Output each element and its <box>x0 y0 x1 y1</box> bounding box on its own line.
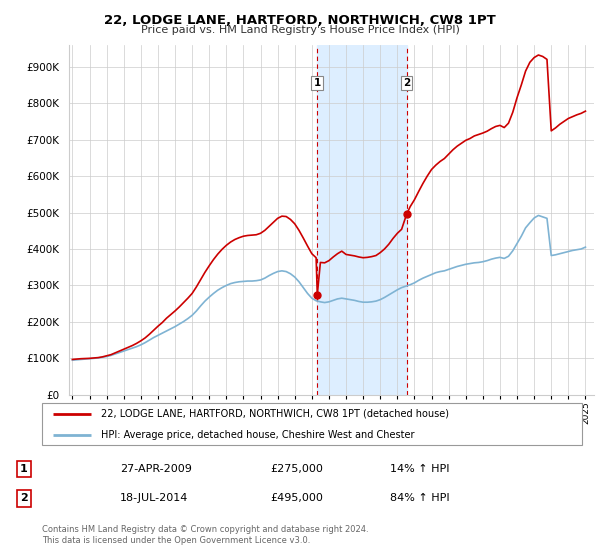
Text: Price paid vs. HM Land Registry's House Price Index (HPI): Price paid vs. HM Land Registry's House … <box>140 25 460 35</box>
Text: Contains HM Land Registry data © Crown copyright and database right 2024.
This d: Contains HM Land Registry data © Crown c… <box>42 525 368 545</box>
Text: 2: 2 <box>20 493 28 503</box>
Text: 22, LODGE LANE, HARTFORD, NORTHWICH, CW8 1PT: 22, LODGE LANE, HARTFORD, NORTHWICH, CW8… <box>104 14 496 27</box>
Text: 2: 2 <box>403 78 410 88</box>
Bar <box>317 45 407 395</box>
Text: 1: 1 <box>314 78 321 88</box>
Text: 84% ↑ HPI: 84% ↑ HPI <box>390 493 449 503</box>
Text: 14% ↑ HPI: 14% ↑ HPI <box>390 464 449 474</box>
Text: HPI: Average price, detached house, Cheshire West and Chester: HPI: Average price, detached house, Ches… <box>101 430 415 440</box>
Text: 22, LODGE LANE, HARTFORD, NORTHWICH, CW8 1PT (detached house): 22, LODGE LANE, HARTFORD, NORTHWICH, CW8… <box>101 409 449 419</box>
Text: £495,000: £495,000 <box>270 493 323 503</box>
Text: 1: 1 <box>20 464 28 474</box>
Text: £275,000: £275,000 <box>270 464 323 474</box>
Text: 18-JUL-2014: 18-JUL-2014 <box>120 493 188 503</box>
Text: 27-APR-2009: 27-APR-2009 <box>120 464 192 474</box>
